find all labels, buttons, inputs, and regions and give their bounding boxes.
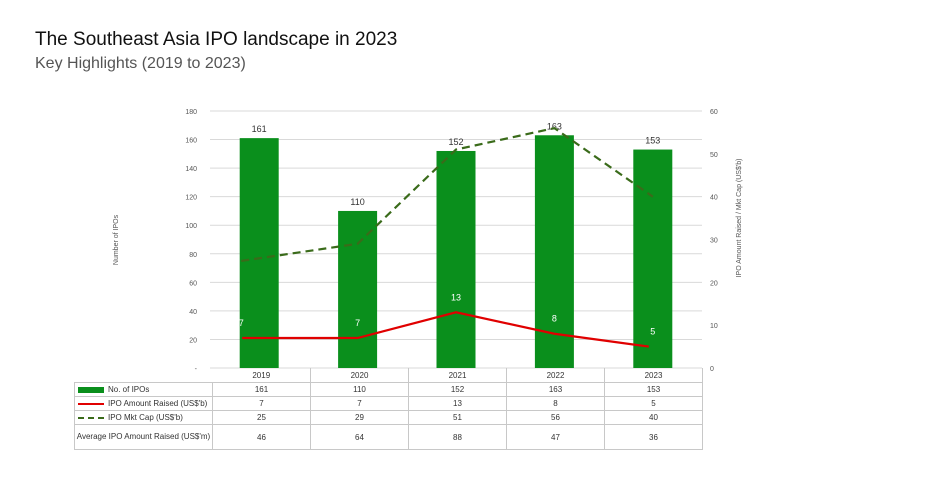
table-cell: 13	[408, 396, 507, 411]
left-axis-tick-label: 140	[185, 166, 197, 173]
year-header: 2021	[408, 368, 507, 383]
left-axis-tick-label: 60	[189, 280, 197, 287]
left-axis-tick-label: 20	[189, 337, 197, 344]
left-axis-tick-label: 120	[185, 195, 197, 202]
amount-raised-line	[242, 311, 649, 348]
table-row: IPO Mkt Cap (US$'b) 25 29 51 56 40	[74, 410, 703, 425]
right-axis-tick-label: 10	[710, 323, 718, 330]
legend-label: No. of IPOs	[108, 385, 150, 394]
amount-data-label: 8	[552, 314, 557, 324]
legend-key-icon	[78, 386, 104, 393]
left-axis-tick-label: 180	[185, 109, 197, 116]
year-header: 2019	[212, 368, 311, 383]
table-cell: 46	[212, 424, 311, 450]
table-cell: 40	[604, 410, 703, 425]
table-row: No. of IPOs 161 110 152 163 153	[74, 382, 703, 397]
bar	[633, 149, 673, 368]
bar-data-label: 163	[547, 121, 562, 131]
table-cell: 7	[310, 396, 409, 411]
left-axis-tick-label: 40	[189, 309, 197, 316]
right-axis-tick-label: 20	[710, 280, 718, 287]
left-axis-tick-label: 80	[189, 252, 197, 259]
table-cell: 161	[212, 382, 311, 397]
legend-key-icon	[78, 402, 104, 405]
table-header-row: 2019 2020 2021 2022 2023	[75, 368, 703, 383]
table-cell: 36	[604, 424, 703, 450]
left-axis-tick-label: -	[195, 366, 198, 373]
table-cell: 110	[310, 382, 409, 397]
table-cell: 51	[408, 410, 507, 425]
table-row-average: Average IPO Amount Raised (US$'m) 46 64 88 4…	[74, 424, 703, 450]
row-label: No. of IPOs	[74, 382, 213, 397]
table-cell: 29	[310, 410, 409, 425]
legend-key-icon	[78, 416, 104, 419]
data-table: 2019 2020 2021 2022 2023 No. of IPOs 161 110 152…	[74, 368, 703, 450]
table-corner	[75, 368, 213, 383]
year-header: 2020	[310, 368, 409, 383]
table-cell: 64	[310, 424, 409, 450]
mktcap-line	[241, 126, 654, 263]
table-cell: 88	[408, 424, 507, 450]
amount-data-label: 5	[650, 327, 655, 337]
table-cell: 56	[506, 410, 605, 425]
row-label: IPO Amount Raised (US$'b)	[74, 396, 213, 411]
year-header: 2023	[604, 368, 703, 383]
amount-data-label: 7	[355, 318, 360, 328]
table-cell: 8	[506, 396, 605, 411]
bar	[534, 135, 574, 368]
table-cell: 47	[506, 424, 605, 450]
table-cell: 163	[506, 382, 605, 397]
bar-data-label: 152	[448, 137, 463, 147]
right-axis-tick-label: 30	[710, 238, 718, 245]
table-cell: 152	[408, 382, 507, 397]
right-axis-title: IPO Amount Raised / Mkt Cap (US$'b)	[736, 159, 743, 278]
page-title: The Southeast Asia IPO landscape in 2023	[35, 29, 398, 50]
left-axis-tick-label: 160	[185, 138, 197, 145]
legend-label: IPO Amount Raised (US$'b)	[108, 399, 208, 408]
amount-data-label: 13	[451, 292, 461, 302]
right-axis-tick-label: 50	[710, 152, 718, 159]
bar	[338, 210, 378, 368]
bar	[239, 138, 279, 368]
year-header: 2022	[506, 368, 605, 383]
row-label: IPO Mkt Cap (US$'b)	[74, 410, 213, 425]
row-label: Average IPO Amount Raised (US$'m)	[74, 424, 213, 450]
table-cell: 5	[604, 396, 703, 411]
table-cell: 25	[212, 410, 311, 425]
right-axis-tick-label: 60	[710, 109, 718, 116]
legend-label: IPO Mkt Cap (US$'b)	[108, 413, 183, 422]
table-row: IPO Amount Raised (US$'b) 7 7 13 8 5	[74, 396, 703, 411]
table-cell: 153	[604, 382, 703, 397]
bar-data-label: 161	[252, 124, 267, 134]
bar	[436, 150, 476, 368]
page-subtitle: Key Highlights (2019 to 2023)	[35, 55, 246, 72]
right-axis-tick-label: 40	[710, 195, 718, 202]
right-axis-tick-label: 0	[710, 366, 714, 373]
bar-data-label: 153	[645, 136, 660, 146]
amount-data-label: 7	[239, 318, 244, 328]
left-axis-tick-label: 100	[185, 223, 197, 230]
table-cell: 7	[212, 396, 311, 411]
bar-data-label: 110	[350, 197, 364, 207]
left-axis-title: Number of IPOs	[113, 214, 120, 265]
